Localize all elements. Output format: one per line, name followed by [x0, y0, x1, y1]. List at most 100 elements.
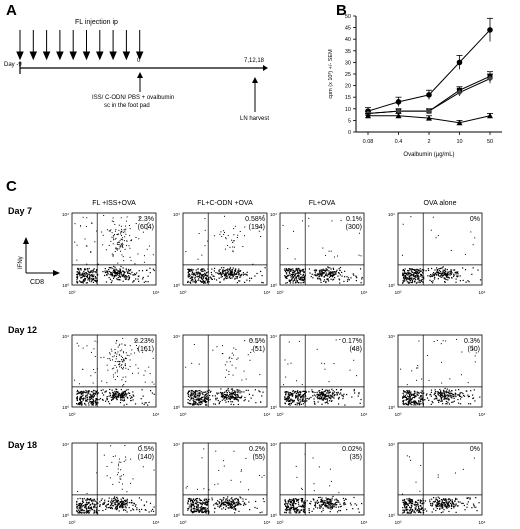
tick-label: 10⁰ [69, 520, 76, 525]
tick-label: 10⁰ [69, 412, 76, 417]
quadrant-percentage: 0% [470, 446, 480, 454]
quadrant-percentage: 2.3% (604) [138, 216, 154, 232]
quadrant-percentage: 0.58% (194) [245, 216, 265, 232]
data-point [456, 59, 463, 66]
tick-label: 10⁴ [173, 212, 180, 217]
day-zero-label: 0 [137, 58, 141, 64]
cd8-axis-label: CD8 [30, 279, 44, 286]
tick-label: 10⁴ [173, 334, 180, 339]
quadrant-percentage: 0.5% (51) [249, 338, 265, 354]
quadrant-pct: 0.5% [249, 338, 265, 345]
injection-arrowhead [16, 51, 24, 61]
plot-frame [71, 212, 157, 286]
quadrant-pct: 0.58% [245, 216, 265, 223]
plot-frame [71, 334, 157, 408]
x-tick-label: 2 [427, 139, 430, 145]
event-dots [401, 455, 480, 514]
injection-arrowhead [29, 51, 38, 61]
quadrant-count: (194) [248, 224, 265, 231]
tick-label: 10⁴ [153, 290, 160, 295]
plot-frame [71, 442, 157, 516]
tick-label: 10⁴ [62, 442, 69, 447]
immunization-line2: sc in the foot pad [104, 103, 150, 109]
tick-label: 10⁰ [388, 283, 395, 288]
plot-frame [279, 212, 365, 286]
tick-label: 10⁴ [62, 334, 69, 339]
event-dots [185, 215, 266, 284]
data-point [426, 108, 432, 115]
tick-label: 10⁴ [153, 520, 160, 525]
y-tick-label: 50 [345, 14, 351, 20]
data-point [456, 119, 463, 126]
quadrant-percentage: 2.23% (161) [134, 338, 154, 354]
day-late-label: 7,12,18 [244, 58, 265, 64]
quadrant-pct: 0.2% [249, 446, 265, 453]
event-dots [283, 339, 362, 406]
quadrant-pct: 0.1% [346, 216, 362, 223]
y-tick-label: 25 [345, 72, 351, 78]
quadrant-count: (51) [252, 346, 265, 353]
tick-label: 10⁴ [388, 442, 395, 447]
tick-label: 10⁰ [180, 290, 187, 295]
data-point [365, 112, 371, 119]
plot-frame [279, 442, 365, 516]
tick-label: 10⁴ [264, 290, 271, 295]
event-dots [74, 215, 155, 284]
event-dots [76, 445, 155, 514]
quadrant-percentage: 0.02% (35) [342, 446, 362, 462]
day-label: Day 18 [8, 440, 38, 450]
x-tick-label: 0.4 [395, 139, 403, 145]
y-tick-label: 0 [348, 130, 351, 136]
day-label: Day 7 [8, 206, 33, 216]
tick-label: 10⁰ [69, 290, 76, 295]
event-dots [185, 448, 265, 514]
event-dots [74, 337, 155, 406]
y-tick-label: 15 [345, 95, 351, 101]
ln-harvest-label: LN harvest [240, 116, 270, 122]
tick-label: 10⁰ [180, 520, 187, 525]
quadrant-percentage: 0.17% (48) [342, 338, 362, 354]
data-point [426, 115, 432, 121]
quadrant-count: (55) [252, 454, 265, 461]
timeline-diagram [16, 30, 268, 112]
tick-label: 10⁰ [277, 412, 284, 417]
y-tick-label: 40 [345, 37, 351, 43]
panel-c-letter: C [6, 178, 17, 195]
plot-frame [182, 212, 268, 286]
quadrant-percentage: 0.1% (300) [346, 216, 362, 232]
proliferation-line-chart: 0 5 10 15 20 25 30 35 40 45 50 0.08 0.4 2 10 50 Ovalbumi… [328, 14, 502, 158]
condition-label: FL +ISS+OVA [92, 200, 136, 207]
condition-label: FL+OVA [308, 200, 336, 207]
tick-label: 10⁴ [361, 290, 368, 295]
condition-label: FL+C-ODN +OVA [197, 200, 253, 207]
y-tick-label: 35 [345, 49, 351, 55]
tick-label: 10⁴ [479, 520, 486, 525]
tick-label: 10⁰ [270, 513, 277, 518]
event-dots [185, 339, 264, 406]
data-point [426, 92, 432, 98]
tick-label: 10⁰ [180, 412, 187, 417]
injection-arrowhead [122, 51, 131, 61]
tick-label: 10⁰ [277, 520, 284, 525]
tick-label: 10⁰ [277, 290, 284, 295]
quadrant-percentage: 0.5% (140) [138, 446, 154, 462]
tick-label: 10⁴ [361, 412, 368, 417]
tick-label: 10⁴ [479, 412, 486, 417]
tick-label: 10⁰ [270, 283, 277, 288]
day-label: Day 12 [8, 325, 38, 335]
tick-label: 10⁰ [173, 405, 180, 410]
quadrant-pct: 0.5% [138, 446, 154, 453]
quadrant-count: (140) [137, 454, 154, 461]
x-tick-label: 50 [487, 139, 493, 145]
tick-label: 10⁴ [270, 212, 277, 217]
quadrant-count: (300) [345, 224, 362, 231]
event-dots [282, 217, 363, 284]
quadrant-pct: 0% [469, 216, 480, 223]
x-tick-label: 10 [456, 139, 462, 145]
tick-label: 10⁴ [270, 334, 277, 339]
